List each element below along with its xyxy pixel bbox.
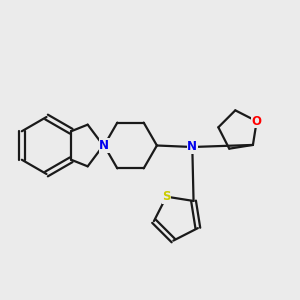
Text: N: N xyxy=(187,140,197,154)
Text: O: O xyxy=(252,115,262,128)
Text: N: N xyxy=(99,139,109,152)
Text: S: S xyxy=(162,190,171,203)
